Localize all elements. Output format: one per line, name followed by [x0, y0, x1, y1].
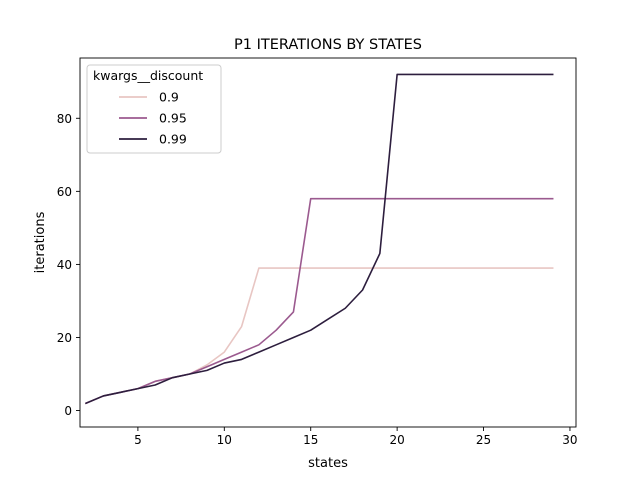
x-tick-label: 30 [562, 433, 577, 447]
plot-lines [85, 73, 554, 405]
y-tick-label: 60 [57, 185, 72, 199]
legend: kwargs__discount 0.9 0.95 0.99 [86, 64, 222, 154]
chart-title: P1 ITERATIONS BY STATES [234, 37, 422, 53]
x-axis-label: states [308, 456, 348, 471]
y-axis-label: iterations [33, 211, 48, 273]
series-line-0 [85, 267, 554, 405]
legend-label: 0.99 [159, 132, 187, 147]
series-line-2 [85, 73, 554, 405]
y-tick-label: 20 [57, 331, 72, 345]
series-line-1 [85, 197, 554, 405]
y-tick-label: 0 [64, 404, 72, 418]
y-axis-ticks: 0 20 40 60 80 [57, 112, 80, 418]
x-tick-label: 5 [134, 433, 142, 447]
x-tick-label: 20 [389, 433, 404, 447]
x-tick-label: 15 [303, 433, 318, 447]
y-tick-label: 80 [57, 112, 72, 126]
legend-frame [86, 64, 222, 154]
plot-frame [79, 57, 577, 428]
legend-label: 0.9 [159, 90, 179, 105]
legend-title: kwargs__discount [93, 68, 203, 83]
legend-entries: 0.9 0.95 0.99 [119, 90, 187, 147]
y-tick-label: 40 [57, 258, 72, 272]
x-axis-ticks: 5 10 15 20 25 30 [134, 427, 578, 447]
x-tick-label: 25 [476, 433, 491, 447]
x-tick-label: 10 [217, 433, 232, 447]
legend-label: 0.95 [159, 111, 187, 126]
